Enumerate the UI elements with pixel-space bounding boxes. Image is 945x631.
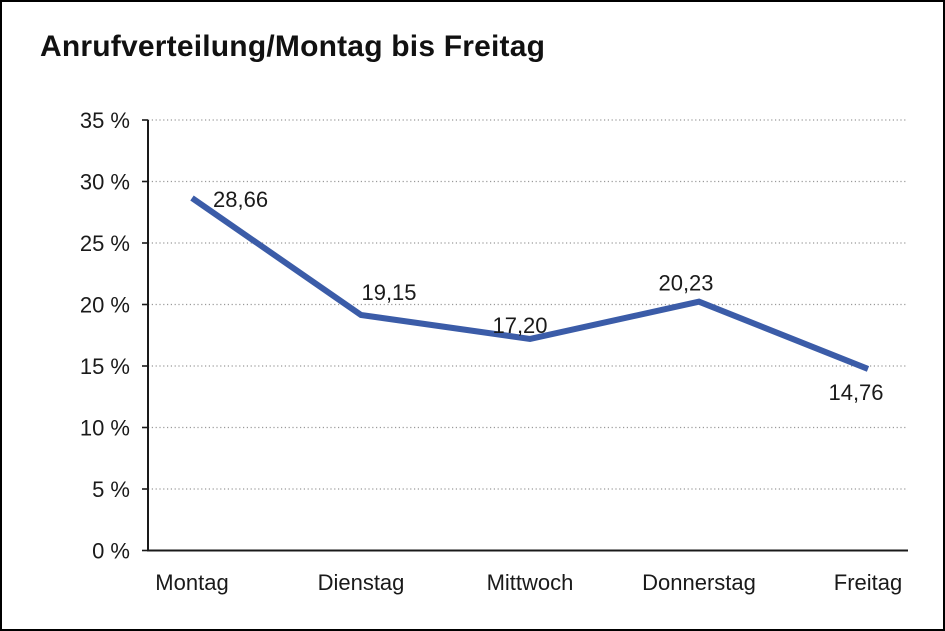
x-axis-label: Mittwoch (487, 570, 574, 595)
x-axis-label: Freitag (834, 570, 902, 595)
y-axis-label: 0 % (92, 539, 130, 564)
data-point-label: 28,66 (213, 187, 268, 212)
data-point-label: 20,23 (658, 271, 713, 296)
x-axis-label: Montag (155, 570, 228, 595)
data-point-label: 19,15 (361, 280, 416, 305)
y-axis-label: 10 % (80, 416, 130, 441)
data-point-label: 14,76 (828, 380, 883, 405)
chart-title: Anrufverteilung/Montag bis Freitag (40, 30, 546, 63)
y-axis-label: 25 % (80, 231, 130, 256)
x-axis-label: Dienstag (318, 570, 405, 595)
y-axis-label: 35 % (80, 108, 130, 133)
data-point-label: 17,20 (492, 313, 547, 338)
y-axis-label: 20 % (80, 293, 130, 318)
x-axis-label: Donnerstag (642, 570, 756, 595)
y-axis-label: 15 % (80, 354, 130, 379)
y-axis-label: 5 % (92, 477, 130, 502)
data-series-line (190, 195, 870, 372)
y-axis-label: 30 % (80, 170, 130, 195)
